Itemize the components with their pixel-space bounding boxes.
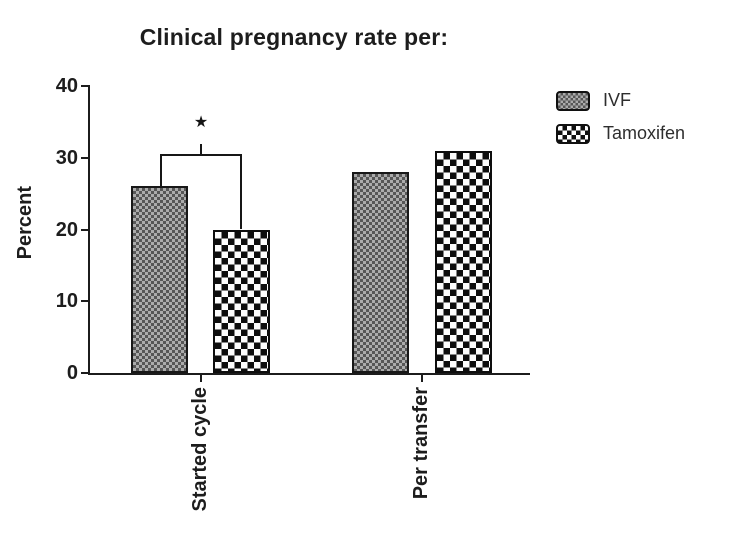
y-tick-mark xyxy=(81,372,90,374)
y-tick-label: 40 xyxy=(55,75,78,97)
legend: IVF Tamoxifen xyxy=(556,90,685,144)
y-tick-label: 10 xyxy=(55,290,78,313)
y-tick-mark xyxy=(81,228,90,231)
y-tick-mark xyxy=(81,300,90,303)
bar-tamoxifen-group1 xyxy=(213,229,270,373)
significance-bracket-horizontal xyxy=(159,154,242,157)
bar-tamoxifen-group2 xyxy=(435,150,492,373)
legend-label-ivf: IVF xyxy=(603,90,632,110)
y-tick-label: 30 xyxy=(55,146,78,169)
significance-bracket-left-drop xyxy=(159,154,162,187)
y-tick-label: 0 xyxy=(66,362,78,384)
y-tick-mark xyxy=(81,85,90,87)
bar-ivf-group2 xyxy=(352,172,409,373)
significance-star: ★ xyxy=(193,114,209,131)
ivf-pattern-swatch-icon xyxy=(556,90,590,111)
x-category-label-per-transfer: Per transfer xyxy=(410,387,432,500)
x-tick-mark xyxy=(421,375,423,382)
legend-label-tamoxifen: Tamoxifen xyxy=(603,123,686,143)
tamoxifen-pattern-swatch-icon xyxy=(556,123,590,144)
chart-title: Clinical pregnancy rate per: xyxy=(139,24,449,50)
legend-item-tamoxifen: Tamoxifen xyxy=(556,123,685,144)
bar-ivf-group1 xyxy=(131,186,188,373)
y-tick-label: 20 xyxy=(55,218,78,241)
significance-bracket-center-tick xyxy=(199,144,202,155)
x-category-label-started-cycle: Started cycle xyxy=(189,387,211,512)
legend-item-ivf: IVF xyxy=(556,90,685,111)
y-tick-mark xyxy=(81,156,90,159)
significance-bracket-right-drop xyxy=(239,154,242,230)
x-tick-mark xyxy=(199,375,202,382)
